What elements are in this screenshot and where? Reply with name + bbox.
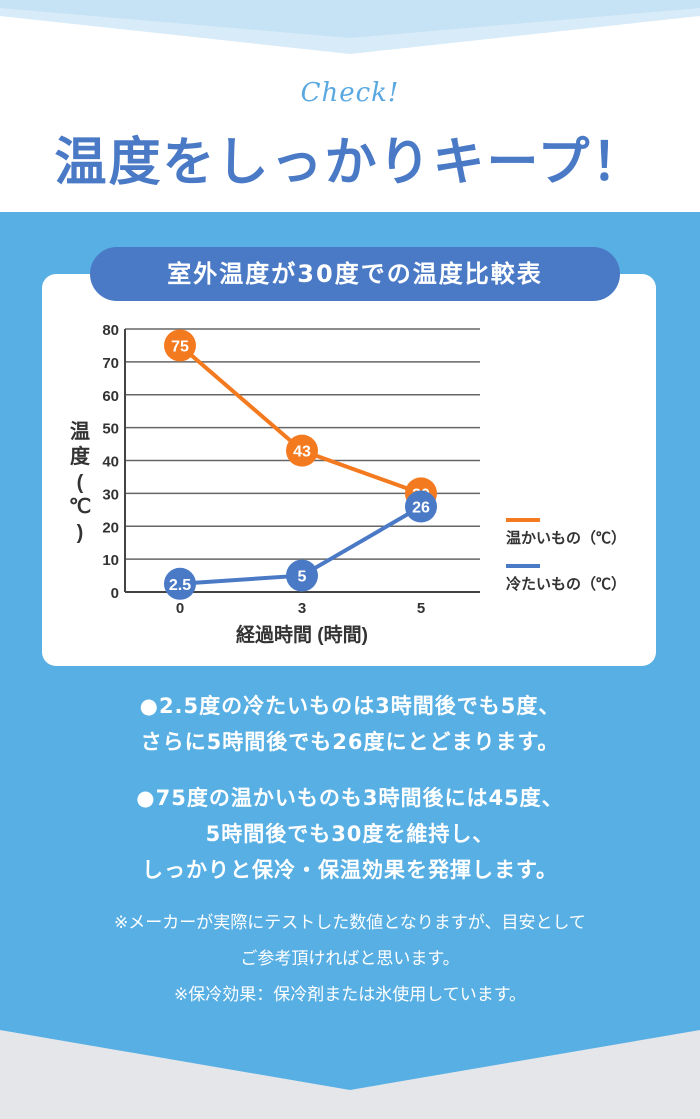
y-tick-label: 40: [102, 454, 119, 471]
y-tick-label: 30: [102, 486, 119, 503]
header: Check! 温度をしっかりキープ！: [0, 0, 700, 212]
data-label: 2.5: [169, 577, 191, 594]
chart-card: [42, 274, 656, 666]
y-axis-label: 温: [70, 419, 90, 443]
paragraph-warm-line-1: ●75度の温かいものも3時間後には45度、: [136, 786, 564, 810]
x-axis-label: 経過時間 (時間): [236, 623, 368, 646]
series-line-0: [178, 343, 422, 496]
data-point: [164, 567, 196, 600]
paragraph-warm-line-2: 5時間後でも30度を維持し、: [205, 822, 495, 846]
bottom-decoration: [0, 1030, 700, 1119]
data-point: [164, 329, 196, 362]
x-tick-label: 5: [417, 600, 425, 617]
note-line-2: ご参考頂ければと思います。: [240, 949, 460, 969]
y-tick-label: 60: [102, 388, 119, 405]
top-decoration: [0, 0, 700, 54]
note-line-3: ※保冷効果：保冷剤または氷使用しています。: [173, 985, 527, 1005]
y-tick-label: 80: [102, 322, 119, 339]
data-label: 26: [412, 500, 430, 517]
y-tick-label: 0: [111, 585, 119, 602]
data-point: [286, 559, 318, 592]
y-tick-label: 70: [102, 355, 119, 372]
y-axis-label: (: [77, 472, 84, 494]
data-label: 5: [298, 569, 307, 586]
legend-label-0: 温かいもの（℃）: [506, 529, 626, 547]
check-label: Check!: [300, 78, 400, 108]
page-title: 温度をしっかりキープ！: [54, 133, 646, 193]
x-tick-label: 3: [298, 600, 306, 617]
data-point: [286, 434, 318, 467]
x-tick-label: 0: [176, 600, 184, 617]
data-label: 75: [171, 338, 189, 355]
paragraph-cold: ●2.5度の冷たいものは3時間後でも5度、 さらに5時間後でも26度にとどまりま…: [0, 688, 700, 760]
y-axis-label: ℃: [69, 496, 91, 518]
paragraph-warm-line-3: しっかりと保冷・保温効果を発揮します。: [142, 858, 558, 882]
data-label: 43: [293, 444, 311, 461]
y-tick-label: 10: [102, 552, 119, 569]
paragraph-warm: ●75度の温かいものも3時間後には45度、 5時間後でも30度を維持し、 しっか…: [0, 780, 700, 888]
y-axis-label: ): [77, 522, 84, 544]
chart-title: 室外温度が30度での温度比較表: [90, 247, 620, 301]
notes: ※メーカーが実際にテストした数値となりますが、目安として ご参考頂ければと思いま…: [0, 905, 700, 1013]
paragraph-cold-line-2: さらに5時間後でも26度にとどまります。: [140, 730, 560, 754]
note-line-1: ※メーカーが実際にテストした数値となりますが、目安として: [114, 913, 586, 933]
y-tick-label: 50: [102, 421, 119, 438]
y-axis-label: 度: [70, 444, 91, 468]
legend-label-1: 冷たいもの（℃）: [506, 575, 626, 593]
y-tick-label: 20: [102, 519, 119, 536]
data-point: [405, 490, 437, 523]
paragraph-cold-line-1: ●2.5度の冷たいものは3時間後でも5度、: [139, 694, 561, 718]
